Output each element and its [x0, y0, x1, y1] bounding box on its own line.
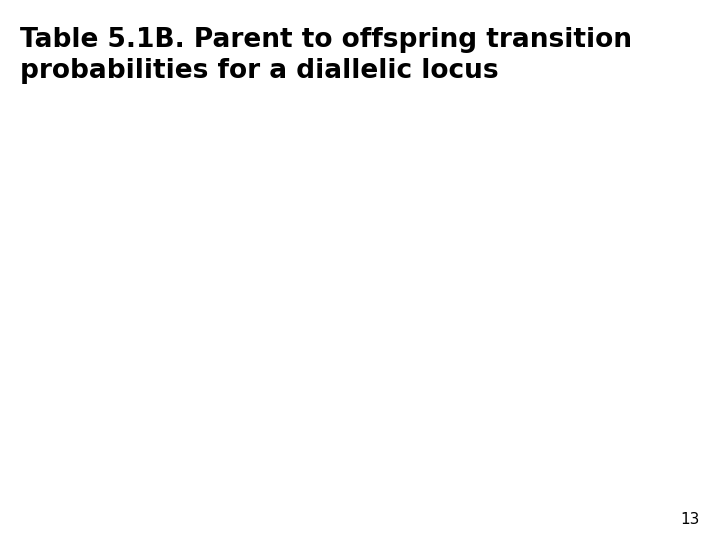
Text: 13: 13	[680, 511, 700, 526]
Text: Table 5.1B. Parent to offspring transition
probabilities for a diallelic locus: Table 5.1B. Parent to offspring transiti…	[20, 27, 632, 84]
